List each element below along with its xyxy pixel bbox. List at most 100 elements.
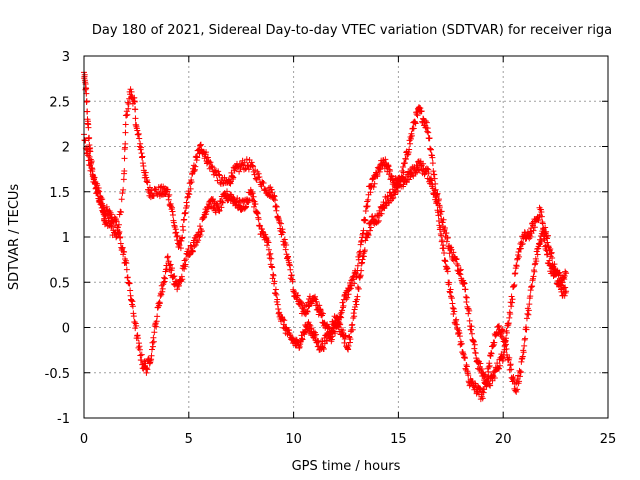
data-point (394, 188, 401, 195)
y-tick-label: 3 (62, 50, 70, 65)
data-point (500, 328, 507, 335)
x-tick-label: 0 (80, 432, 88, 447)
data-point (488, 350, 495, 357)
data-point (312, 331, 319, 338)
data-point (273, 291, 280, 298)
data-point (276, 219, 283, 226)
grid (84, 56, 608, 418)
x-axis-label: GPS time / hours (292, 459, 401, 474)
data-point (165, 258, 172, 265)
data-point (339, 307, 346, 314)
data-point (192, 163, 199, 170)
data-point (362, 217, 369, 224)
data-point (179, 276, 186, 283)
data-point (360, 227, 367, 234)
data-point (544, 239, 551, 246)
data-point (209, 164, 216, 171)
data-point (136, 346, 143, 353)
data-point (126, 280, 133, 287)
data-point (86, 153, 93, 160)
data-point (169, 212, 176, 219)
data-point (519, 240, 526, 247)
data-point (441, 249, 448, 256)
data-point (254, 174, 261, 181)
data-point (313, 298, 320, 305)
data-point (544, 232, 551, 239)
data-point (517, 245, 524, 252)
data-point (434, 200, 441, 207)
data-point (151, 185, 158, 192)
data-point (470, 338, 477, 345)
data-point (150, 192, 157, 199)
data-point (279, 316, 286, 323)
data-point (206, 159, 213, 166)
data-point (400, 164, 407, 171)
data-point (136, 135, 143, 142)
data-point (131, 319, 138, 326)
data-point (450, 249, 457, 256)
data-point (556, 269, 563, 276)
data-point (345, 291, 352, 298)
data-point (89, 173, 96, 180)
y-tick-label: 0.5 (49, 276, 70, 291)
data-point (349, 326, 356, 333)
data-point (408, 132, 415, 139)
data-point (414, 112, 421, 119)
data-point (123, 266, 130, 273)
data-point (390, 194, 397, 201)
data-point (466, 307, 473, 314)
data-point (98, 194, 105, 201)
data-point (496, 362, 503, 369)
data-point (431, 187, 438, 194)
y-tick-label: 1.5 (49, 186, 70, 201)
data-point (387, 167, 394, 174)
data-point (451, 308, 458, 315)
data-point (164, 186, 171, 193)
data-point (193, 232, 200, 239)
data-point (544, 251, 551, 258)
data-point (166, 191, 173, 198)
data-point (319, 310, 326, 317)
data-point (272, 286, 279, 293)
data-point (531, 224, 538, 231)
data-point (183, 256, 190, 263)
data-point (129, 303, 136, 310)
data-point (527, 293, 534, 300)
data-point (425, 170, 432, 177)
data-point (208, 163, 215, 170)
data-point (347, 336, 354, 343)
data-point (182, 210, 189, 217)
data-point (486, 362, 493, 369)
data-point (192, 241, 199, 248)
data-point (521, 342, 528, 349)
series-2 (81, 131, 570, 403)
data-point (243, 165, 250, 172)
data-point (339, 327, 346, 334)
data-point (342, 332, 349, 339)
data-point (212, 169, 219, 176)
data-point (158, 282, 165, 289)
data-point (429, 154, 436, 161)
data-point (121, 155, 128, 162)
data-point (457, 266, 464, 273)
data-point (118, 209, 125, 216)
data-point (461, 280, 468, 287)
data-point (218, 204, 225, 211)
data-point (268, 255, 275, 262)
data-point (299, 336, 306, 343)
data-point (439, 237, 446, 244)
data-point (333, 314, 340, 321)
data-point (484, 377, 491, 384)
data-point (346, 286, 353, 293)
data-point (117, 233, 124, 240)
data-point (479, 395, 486, 402)
data-point (278, 220, 285, 227)
data-point (428, 146, 435, 153)
data-point (496, 365, 503, 372)
data-point (367, 189, 374, 196)
data-point (374, 219, 381, 226)
data-point (447, 286, 454, 293)
data-point (522, 335, 529, 342)
data-point (181, 257, 188, 264)
data-point (347, 285, 354, 292)
